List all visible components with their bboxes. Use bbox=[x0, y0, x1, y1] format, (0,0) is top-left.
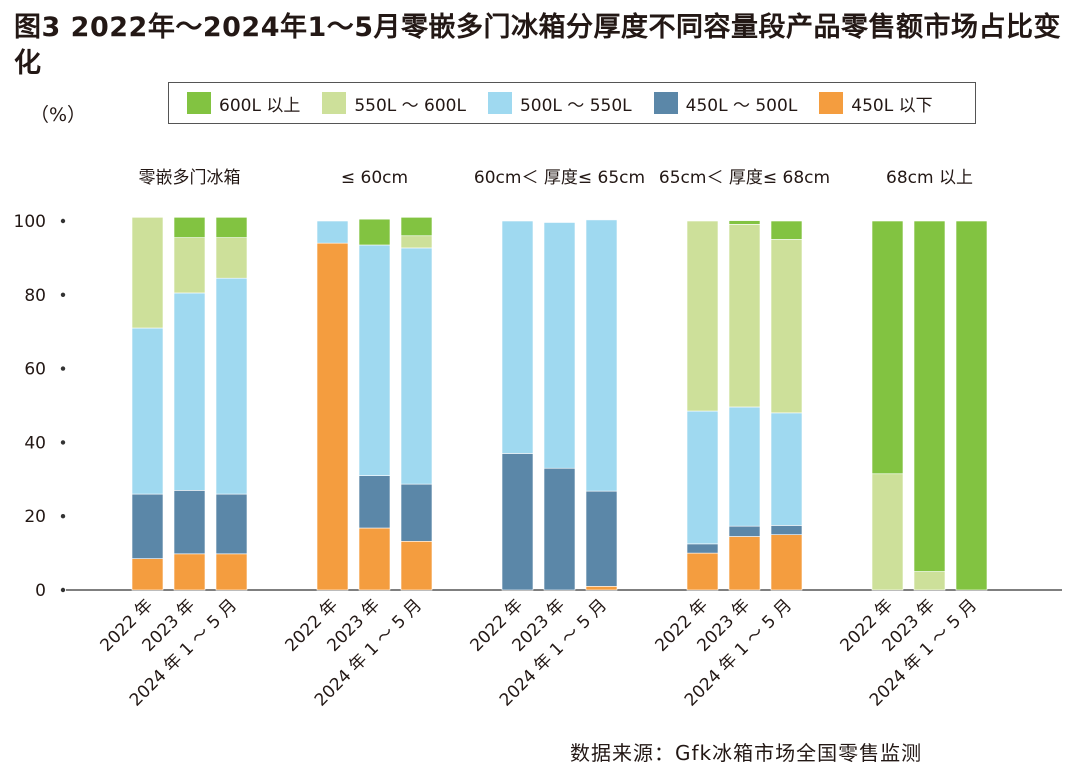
legend-item: 550L ～ 600L bbox=[322, 91, 466, 116]
bar-segment bbox=[728, 536, 761, 591]
legend-label: 600L 以上 bbox=[219, 95, 301, 116]
bar-segment bbox=[770, 525, 803, 535]
bar-segment bbox=[400, 483, 433, 542]
bar-segment bbox=[131, 217, 164, 329]
bar-segment bbox=[215, 553, 248, 591]
bar-segment bbox=[400, 247, 433, 485]
bar-segment bbox=[728, 220, 761, 225]
group-label: ≤ 60cm bbox=[341, 168, 408, 188]
bar-segment bbox=[316, 242, 349, 591]
bar-segment bbox=[215, 217, 248, 238]
bar-segment bbox=[173, 237, 206, 294]
chart-title: 图3 2022年～2024年1～5月零嵌多门冰箱分厚度不同容量段产品零售额市场占… bbox=[14, 12, 1062, 79]
y-tick-label: 80 bbox=[24, 286, 46, 306]
group-label: 65cm＜ 厚度≤ 68cm bbox=[659, 168, 830, 188]
legend-label: 450L ～ 500L bbox=[685, 95, 798, 116]
chart-legend: 600L 以上 550L ～ 600L 500L ～ 550L 450L ～ 500L… bbox=[168, 82, 976, 124]
group-label: 68cm 以上 bbox=[886, 168, 973, 188]
bar-segment bbox=[955, 220, 988, 591]
y-tick-mark bbox=[60, 292, 66, 297]
legend-label: 500L ～ 550L bbox=[519, 95, 632, 116]
bar-segment bbox=[173, 490, 206, 555]
y-tick-label: 40 bbox=[24, 433, 46, 453]
bar-segment bbox=[358, 475, 391, 529]
bar-segment bbox=[543, 467, 576, 591]
bar-segment bbox=[358, 527, 391, 591]
bar-segment bbox=[400, 235, 433, 249]
bar-segment bbox=[728, 525, 761, 537]
bar-segment bbox=[215, 493, 248, 555]
bar-segment bbox=[358, 218, 391, 246]
bar-segment bbox=[770, 239, 803, 414]
bar-segment bbox=[871, 220, 904, 475]
legend-item: 500L ～ 550L bbox=[487, 91, 632, 116]
group-label: 零嵌多门冰箱 bbox=[139, 168, 241, 188]
bar-segment bbox=[728, 406, 761, 527]
bar-segment bbox=[131, 327, 164, 495]
y-tick-mark bbox=[60, 440, 66, 445]
bar-segment bbox=[358, 244, 391, 476]
bar-segment bbox=[173, 553, 206, 591]
bar-segment bbox=[316, 220, 349, 244]
bar-segment bbox=[770, 412, 803, 526]
bar-segment bbox=[173, 292, 206, 491]
legend-swatch bbox=[653, 92, 678, 114]
y-tick-mark bbox=[60, 366, 66, 371]
bar-segment bbox=[728, 224, 761, 408]
y-axis-unit: （%） bbox=[30, 104, 87, 126]
y-tick-mark bbox=[60, 587, 66, 593]
bar-segment bbox=[585, 219, 618, 492]
bar-segment bbox=[686, 552, 719, 591]
y-tick-label: 0 bbox=[35, 581, 46, 601]
y-tick-label: 60 bbox=[24, 360, 46, 380]
bar-segment bbox=[871, 473, 904, 591]
y-tick-label: 20 bbox=[24, 507, 46, 527]
legend-label: 450L 以下 bbox=[851, 95, 933, 116]
legend-swatch bbox=[187, 92, 211, 114]
legend-label: 550L ～ 600L bbox=[354, 95, 466, 116]
bar-segment bbox=[501, 220, 534, 454]
legend-swatch bbox=[487, 92, 512, 114]
bar-segment bbox=[913, 220, 946, 572]
bar-segment bbox=[686, 543, 719, 554]
bar-segment bbox=[215, 277, 248, 495]
y-tick-mark bbox=[60, 514, 66, 519]
legend-item: 450L ～ 500L bbox=[653, 91, 798, 116]
bar-segment bbox=[400, 217, 433, 237]
y-tick-label: 100 bbox=[14, 212, 46, 232]
data-source-note: 数据来源：Gfk冰箱市场全国零售监测 bbox=[570, 741, 923, 765]
bar-segment bbox=[173, 217, 206, 238]
bar-segment bbox=[400, 540, 433, 591]
legend-swatch bbox=[322, 92, 347, 114]
bar-segment bbox=[543, 222, 576, 469]
bar-segment bbox=[131, 493, 164, 559]
bar-segment bbox=[913, 571, 946, 591]
bar-segment bbox=[770, 534, 803, 591]
bar-segment bbox=[585, 586, 618, 591]
legend-item: 450L 以下 bbox=[819, 91, 933, 116]
bar-segment bbox=[215, 237, 248, 279]
bar-segment bbox=[686, 410, 719, 545]
bar-segment bbox=[770, 220, 803, 240]
bar-segment bbox=[501, 453, 534, 591]
legend-swatch bbox=[819, 92, 844, 114]
legend-item: 600L 以上 bbox=[187, 91, 300, 116]
group-label: 60cm＜ 厚度≤ 65cm bbox=[474, 168, 645, 188]
bar-segment bbox=[686, 220, 719, 412]
bar-segment bbox=[585, 490, 618, 587]
y-tick-mark bbox=[60, 218, 66, 224]
bar-segment bbox=[131, 558, 164, 591]
